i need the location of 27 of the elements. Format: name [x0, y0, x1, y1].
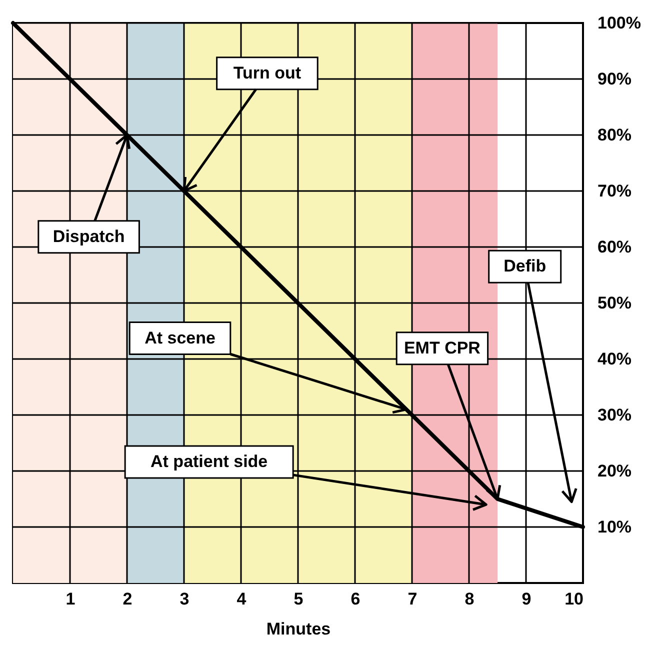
x-tick-label: 6 — [350, 590, 360, 608]
annotation: Dispatch — [52, 226, 125, 246]
x-tick-label: 7 — [408, 590, 418, 608]
x-tick-label: 1 — [66, 590, 76, 608]
x-tick-label: 4 — [236, 590, 247, 608]
annotation: Turn out — [233, 63, 302, 82]
y-tick-label: 40% — [598, 350, 632, 368]
x-tick-label: 3 — [180, 590, 190, 608]
y-tick-label: 90% — [598, 70, 632, 88]
x-tick-label: 9 — [522, 590, 532, 608]
x-tick-label: 8 — [464, 590, 474, 608]
x-tick-label: 2 — [122, 590, 132, 608]
y-tick-label: 70% — [598, 182, 632, 200]
x-tick-label: 5 — [294, 590, 304, 608]
annotation: EMT CPR — [404, 338, 480, 358]
annotation: At patient side — [150, 452, 268, 472]
y-tick-label: 30% — [598, 406, 632, 424]
y-tick-label: 50% — [598, 294, 632, 312]
x-axis-title: Minutes — [266, 620, 331, 638]
y-tick-label: 100% — [598, 14, 641, 32]
y-tick-label: 20% — [598, 462, 632, 480]
x-tick-label: 10 — [564, 590, 584, 608]
y-tick-label: 10% — [598, 518, 632, 536]
y-tick-label: 60% — [598, 238, 632, 256]
annotation: At scene — [144, 328, 216, 348]
y-tick-label: 80% — [598, 126, 632, 144]
annotation: Defib — [504, 256, 546, 276]
